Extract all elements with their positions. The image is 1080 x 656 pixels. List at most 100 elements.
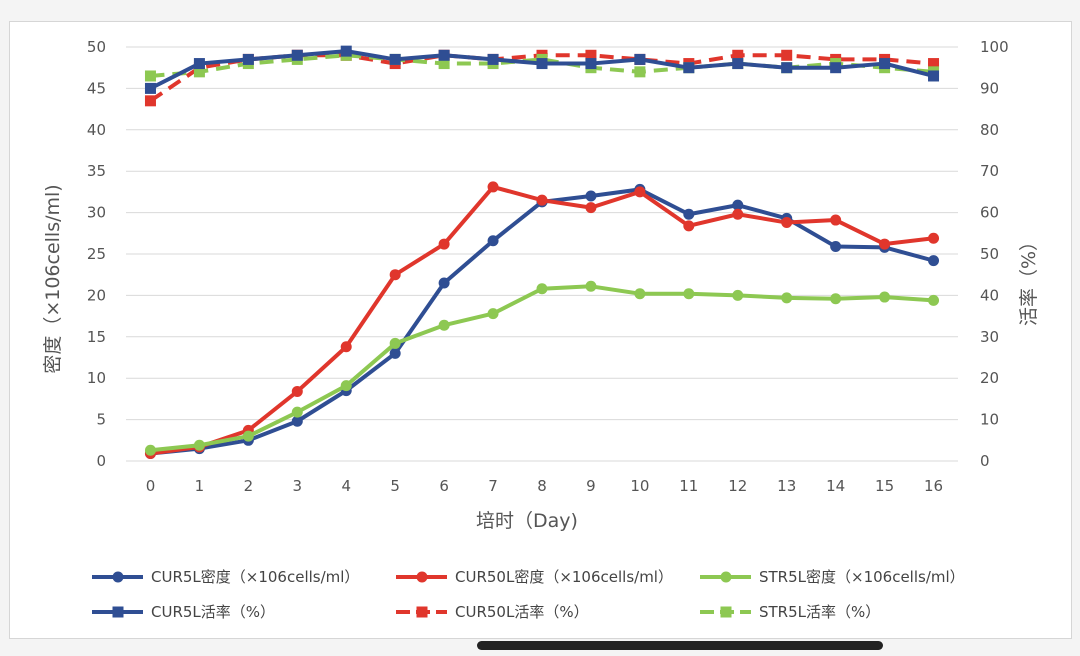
data-point bbox=[340, 45, 352, 57]
data-point bbox=[193, 439, 205, 451]
chart-frame: 0 5 10 15 20 25 30 35 40 45 50 0 10 20 30 40 50 60 70 80 90… bbox=[9, 21, 1072, 639]
data-point bbox=[634, 66, 646, 78]
data-point bbox=[144, 444, 156, 456]
legend-item: STR5L密度（×106cells/ml） bbox=[700, 568, 965, 586]
data-point bbox=[487, 181, 499, 193]
y-tick-label: 20 bbox=[87, 286, 106, 304]
legend-label: CUR50L活率（%） bbox=[455, 603, 589, 621]
data-point bbox=[389, 53, 401, 65]
data-point bbox=[585, 49, 597, 61]
data-point bbox=[438, 319, 450, 331]
data-point bbox=[634, 288, 646, 300]
series-line bbox=[150, 184, 934, 456]
data-point bbox=[389, 269, 401, 281]
legend-label: CUR5L活率（%） bbox=[151, 603, 275, 621]
y-tick-label: 45 bbox=[87, 79, 106, 97]
y2-tick-label: 20 bbox=[980, 369, 999, 387]
data-point bbox=[585, 280, 597, 292]
x-axis-ticks: 0 1 2 3 4 5 6 7 8 9 10 11 12 13 14 15 16 bbox=[146, 477, 943, 495]
data-point bbox=[781, 49, 793, 61]
data-point bbox=[732, 199, 744, 211]
data-point bbox=[487, 53, 499, 65]
y2-tick-label: 100 bbox=[980, 38, 1009, 56]
y-tick-label: 30 bbox=[87, 204, 106, 222]
y2-tick-label: 30 bbox=[980, 328, 999, 346]
data-point bbox=[487, 235, 499, 247]
data-point bbox=[536, 194, 548, 206]
data-point bbox=[830, 241, 842, 253]
series-group bbox=[144, 45, 940, 460]
y2-tick-label: 10 bbox=[980, 411, 999, 429]
x-tick-label: 14 bbox=[826, 477, 845, 495]
y2-tick-label: 80 bbox=[980, 121, 999, 139]
data-point bbox=[193, 66, 205, 78]
data-point bbox=[928, 255, 940, 267]
grid-lines bbox=[126, 46, 958, 462]
y2-tick-label: 40 bbox=[980, 286, 999, 304]
data-point bbox=[879, 58, 891, 70]
x-tick-label: 3 bbox=[293, 477, 303, 495]
data-point bbox=[242, 430, 254, 442]
data-point bbox=[830, 293, 842, 305]
data-point bbox=[144, 70, 156, 82]
data-point bbox=[438, 58, 450, 70]
y2-tick-label: 0 bbox=[980, 452, 990, 470]
data-point bbox=[634, 186, 646, 198]
data-point bbox=[732, 49, 744, 61]
legend-label: STR5L活率（%） bbox=[759, 603, 880, 621]
legend-marker bbox=[416, 571, 428, 583]
x-tick-label: 7 bbox=[488, 477, 498, 495]
data-point bbox=[291, 406, 303, 418]
scrollbar[interactable] bbox=[477, 641, 883, 650]
y-tick-label: 25 bbox=[87, 245, 106, 263]
legend-label: CUR50L密度（×106cells/ml） bbox=[455, 568, 673, 586]
y-tick-label: 35 bbox=[87, 162, 106, 180]
y-tick-label: 15 bbox=[87, 328, 106, 346]
x-tick-label: 16 bbox=[924, 477, 943, 495]
data-point bbox=[928, 294, 940, 306]
series-line bbox=[150, 284, 934, 453]
legend-marker bbox=[720, 571, 732, 583]
legend-item: CUR50L密度（×106cells/ml） bbox=[396, 568, 673, 586]
x-tick-label: 9 bbox=[586, 477, 596, 495]
data-point bbox=[438, 277, 450, 289]
x-axis-title: 培时（Day) bbox=[476, 510, 578, 532]
data-point bbox=[144, 82, 156, 94]
data-point bbox=[732, 208, 744, 220]
data-point bbox=[193, 58, 205, 70]
x-tick-label: 4 bbox=[341, 477, 351, 495]
data-point bbox=[585, 190, 597, 202]
legend-item: STR5L活率（%） bbox=[700, 603, 880, 621]
y-tick-label: 10 bbox=[87, 369, 106, 387]
data-point bbox=[634, 53, 646, 65]
data-point bbox=[879, 238, 891, 250]
data-point bbox=[291, 49, 303, 61]
legend-marker bbox=[112, 606, 124, 618]
y2-tick-label: 60 bbox=[980, 204, 999, 222]
data-point bbox=[389, 347, 401, 359]
legend-marker bbox=[112, 571, 124, 583]
x-tick-label: 12 bbox=[728, 477, 747, 495]
x-tick-label: 13 bbox=[777, 477, 796, 495]
data-point bbox=[291, 385, 303, 397]
data-point bbox=[928, 232, 940, 244]
x-tick-label: 0 bbox=[146, 477, 156, 495]
y2-tick-label: 90 bbox=[980, 79, 999, 97]
y-tick-label: 0 bbox=[96, 452, 106, 470]
x-tick-label: 15 bbox=[875, 477, 894, 495]
y-tick-label: 40 bbox=[87, 121, 106, 139]
data-point bbox=[732, 58, 744, 70]
data-point bbox=[879, 291, 891, 303]
data-point bbox=[242, 53, 254, 65]
data-point bbox=[781, 292, 793, 304]
legend-marker bbox=[416, 606, 428, 618]
data-point bbox=[536, 58, 548, 70]
x-tick-label: 2 bbox=[244, 477, 254, 495]
data-point bbox=[389, 337, 401, 349]
data-point bbox=[732, 289, 744, 301]
data-point bbox=[830, 214, 842, 226]
data-point bbox=[536, 283, 548, 295]
data-point bbox=[830, 62, 842, 74]
legend-marker bbox=[720, 606, 732, 618]
